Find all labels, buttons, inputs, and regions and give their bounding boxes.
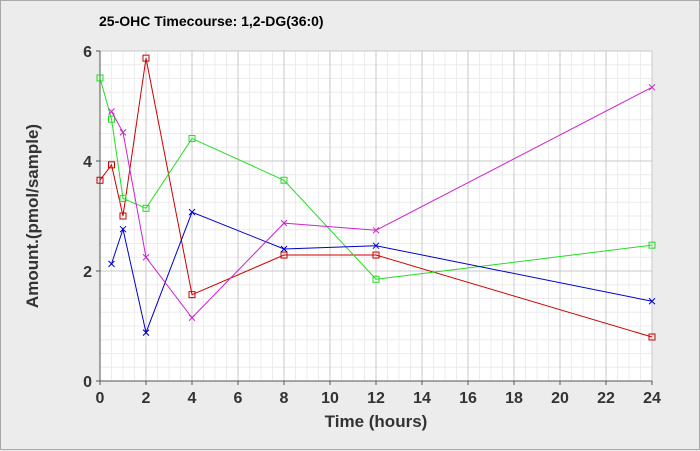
data-point <box>188 134 196 142</box>
data-point <box>280 219 288 227</box>
data-point <box>108 260 115 268</box>
data-point <box>648 333 656 341</box>
series-1 <box>96 54 656 341</box>
x-tick-label: 12 <box>367 390 385 407</box>
series-line <box>99 58 653 338</box>
x-tick-label: 6 <box>234 390 243 407</box>
data-point <box>108 115 115 123</box>
data-point <box>142 54 150 62</box>
series-4 <box>108 83 656 322</box>
series-3 <box>108 208 656 336</box>
data-point <box>372 251 380 259</box>
data-point <box>142 204 150 212</box>
x-tick-label: 16 <box>459 390 477 407</box>
x-tick-label: 8 <box>280 390 289 407</box>
data-point <box>108 161 115 169</box>
data-point <box>142 329 150 336</box>
chart-title: 25-OHC Timecourse: 1,2-DG(36:0) <box>99 13 324 29</box>
data-point <box>119 212 127 220</box>
data-point <box>280 245 288 253</box>
data-point <box>648 297 656 305</box>
x-tick-label: 24 <box>643 390 661 407</box>
x-tick-label: 18 <box>505 390 523 407</box>
data-point <box>372 275 380 283</box>
data-point <box>648 83 656 91</box>
x-tick-label: 10 <box>321 390 339 407</box>
plot-axes <box>96 50 653 385</box>
x-axis-label: Time (hours) <box>325 412 428 431</box>
data-point <box>108 108 115 115</box>
series-line <box>99 77 653 280</box>
data-point <box>280 176 288 184</box>
data-point <box>96 74 104 82</box>
plot-grid <box>99 50 653 382</box>
data-point <box>188 208 196 216</box>
x-tick-label: 0 <box>96 390 105 407</box>
x-tick-label: 22 <box>597 390 615 407</box>
data-point <box>648 241 656 249</box>
data-point <box>188 291 196 299</box>
y-tick-label: 6 <box>83 44 92 61</box>
x-tick-label: 14 <box>413 390 431 407</box>
data-point <box>372 226 380 234</box>
data-point <box>280 251 288 259</box>
data-point <box>119 225 127 233</box>
y-tick-label: 4 <box>83 154 92 171</box>
series-2 <box>96 74 656 283</box>
x-tick-label: 4 <box>188 390 197 407</box>
x-tick-label: 20 <box>551 390 569 407</box>
data-point <box>142 253 150 261</box>
data-point <box>188 314 196 322</box>
y-axis-label: Amount.(pmol/sample) <box>23 124 42 308</box>
data-point <box>372 242 380 250</box>
data-series <box>96 54 656 341</box>
x-tick-label: 2 <box>142 390 151 407</box>
y-tick-label: 0 <box>83 374 92 391</box>
data-point <box>119 129 127 136</box>
data-point <box>96 176 104 184</box>
data-point <box>119 194 127 202</box>
y-tick-label: 2 <box>83 264 92 281</box>
